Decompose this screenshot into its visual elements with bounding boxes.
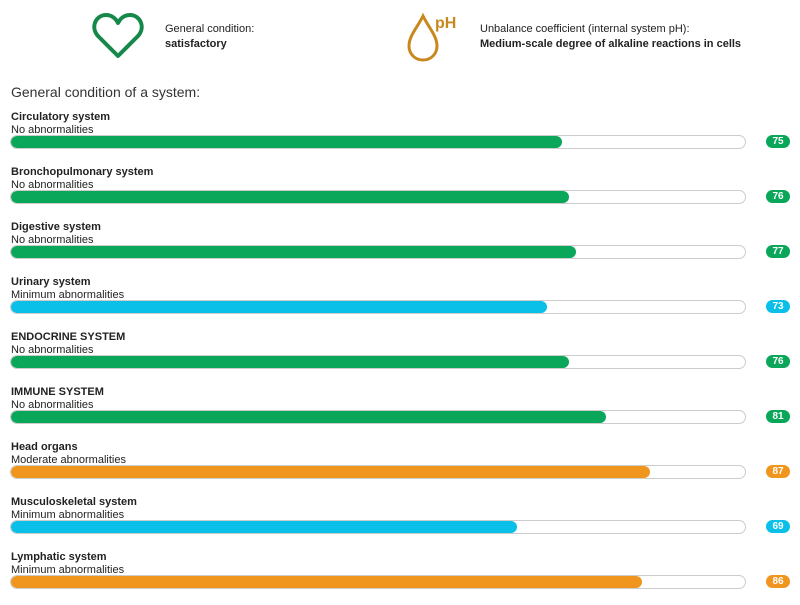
system-row: Circulatory system No abnormalities 75 bbox=[0, 110, 800, 165]
progress-fill bbox=[11, 136, 562, 148]
ph-label: Unbalance coefficient (internal system p… bbox=[480, 23, 690, 35]
progress-track bbox=[10, 465, 746, 479]
progress-track bbox=[10, 245, 746, 259]
system-row: Bronchopulmonary system No abnormalities… bbox=[0, 165, 800, 220]
progress-fill bbox=[11, 411, 606, 423]
system-status: No abnormalities bbox=[11, 234, 94, 246]
progress-track bbox=[10, 355, 746, 369]
progress-track bbox=[10, 190, 746, 204]
system-name: IMMUNE SYSTEM bbox=[11, 386, 104, 398]
progress-track bbox=[10, 410, 746, 424]
score-badge: 73 bbox=[766, 300, 790, 313]
score-badge: 75 bbox=[766, 135, 790, 148]
system-status: Minimum abnormalities bbox=[11, 289, 125, 301]
progress-fill bbox=[11, 356, 569, 368]
system-status: No abnormalities bbox=[11, 179, 94, 191]
system-name: Digestive system bbox=[11, 221, 101, 233]
system-status: Minimum abnormalities bbox=[11, 564, 125, 576]
section-title: General condition of a system: bbox=[11, 84, 201, 100]
score-badge: 76 bbox=[766, 190, 790, 203]
system-name: Head organs bbox=[11, 441, 78, 453]
score-badge: 77 bbox=[766, 245, 790, 258]
progress-fill bbox=[11, 191, 569, 203]
general-condition-value: satisfactory bbox=[165, 38, 227, 50]
system-name: Lymphatic system bbox=[11, 551, 107, 563]
system-name: ENDOCRINE SYSTEM bbox=[11, 331, 126, 343]
system-status: No abnormalities bbox=[11, 344, 94, 356]
progress-fill bbox=[11, 466, 650, 478]
system-row: Head organs Moderate abnormalities 87 bbox=[0, 440, 800, 495]
general-condition-label: General condition: bbox=[165, 23, 255, 35]
system-row: Digestive system No abnormalities 77 bbox=[0, 220, 800, 275]
system-row: Musculoskeletal system Minimum abnormali… bbox=[0, 495, 800, 550]
system-name: Bronchopulmonary system bbox=[11, 166, 154, 178]
system-row: ENDOCRINE SYSTEM No abnormalities 76 bbox=[0, 330, 800, 385]
system-row: Urinary system Minimum abnormalities 73 bbox=[0, 275, 800, 330]
progress-track bbox=[10, 135, 746, 149]
progress-track bbox=[10, 300, 746, 314]
system-status: No abnormalities bbox=[11, 124, 94, 136]
heart-icon bbox=[92, 13, 144, 58]
system-name: Urinary system bbox=[11, 276, 91, 288]
ph-drop-icon: pH bbox=[407, 12, 456, 62]
system-status: Moderate abnormalities bbox=[11, 454, 126, 466]
progress-fill bbox=[11, 521, 518, 533]
system-row: IMMUNE SYSTEM No abnormalities 81 bbox=[0, 385, 800, 440]
score-badge: 81 bbox=[766, 410, 790, 423]
ph-coefficient: Unbalance coefficient (internal system p… bbox=[480, 22, 741, 52]
system-status: Minimum abnormalities bbox=[11, 509, 125, 521]
progress-fill bbox=[11, 576, 643, 588]
score-badge: 87 bbox=[766, 465, 790, 478]
score-badge: 76 bbox=[766, 355, 790, 368]
progress-fill bbox=[11, 301, 547, 313]
system-status: No abnormalities bbox=[11, 399, 94, 411]
ph-value: Medium-scale degree of alkaline reaction… bbox=[480, 38, 742, 50]
score-badge: 69 bbox=[766, 520, 790, 533]
system-name: Musculoskeletal system bbox=[11, 496, 137, 508]
progress-track bbox=[10, 575, 746, 589]
progress-track bbox=[10, 520, 746, 534]
ph-symbol: pH bbox=[435, 15, 456, 32]
general-condition: General condition: satisfactory bbox=[165, 22, 254, 52]
summary-header: General condition: satisfactory pH Unbal… bbox=[0, 0, 800, 80]
progress-fill bbox=[11, 246, 577, 258]
score-badge: 86 bbox=[766, 575, 790, 588]
system-name: Circulatory system bbox=[11, 111, 111, 123]
system-row: Lymphatic system Minimum abnormalities 8… bbox=[0, 550, 800, 605]
